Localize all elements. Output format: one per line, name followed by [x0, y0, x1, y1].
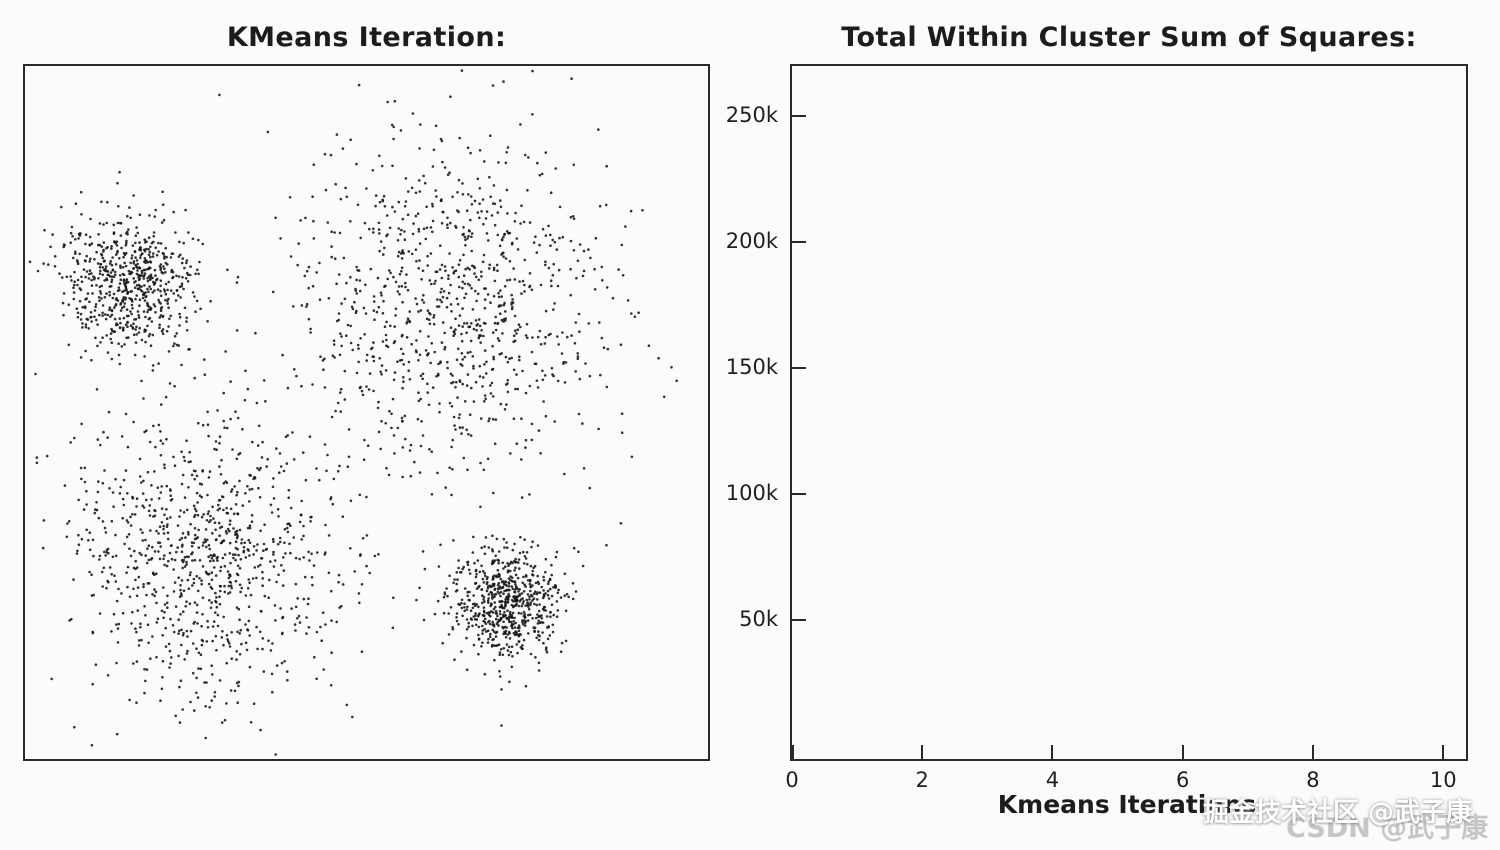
x-tick-label: 2	[915, 768, 929, 792]
scatter-plot-area	[23, 64, 710, 761]
y-tick-label: 200k	[725, 229, 778, 254]
y-tick-label: 150k	[725, 355, 778, 380]
wcss-chart-title: Total Within Cluster Sum of Squares:	[841, 22, 1417, 53]
watermark-csdn: CSDN @武子康	[1286, 813, 1489, 844]
y-tick-mark	[792, 241, 806, 244]
x-tick-mark	[1311, 745, 1314, 759]
scatter-points-canvas	[28, 69, 678, 756]
x-tick-mark	[1442, 745, 1445, 759]
y-tick-mark	[792, 367, 806, 370]
x-tick-mark	[1051, 745, 1054, 759]
y-tick-mark	[792, 619, 806, 622]
x-tick-mark	[1181, 745, 1184, 759]
wcss-plot-area	[790, 64, 1468, 761]
x-tick-label: 6	[1176, 768, 1190, 792]
y-tick-label: 100k	[725, 481, 778, 506]
x-axis-label: Kmeans Iterations	[997, 790, 1257, 819]
y-tick-mark	[792, 115, 806, 118]
scatter-chart-title: KMeans Iteration:	[226, 22, 507, 53]
x-tick-mark	[792, 745, 794, 759]
x-tick-mark	[921, 745, 924, 759]
x-tick-label: 8	[1306, 768, 1320, 792]
watermark-juejin: 掘金技术社区 @武子康	[1203, 798, 1473, 828]
y-tick-label: 50k	[739, 607, 778, 632]
x-tick-label: 10	[1429, 768, 1457, 792]
y-tick-mark	[792, 493, 806, 496]
x-tick-label: 4	[1045, 768, 1060, 792]
y-tick-label: 250k	[725, 103, 778, 128]
x-tick-label: 0	[785, 768, 799, 792]
